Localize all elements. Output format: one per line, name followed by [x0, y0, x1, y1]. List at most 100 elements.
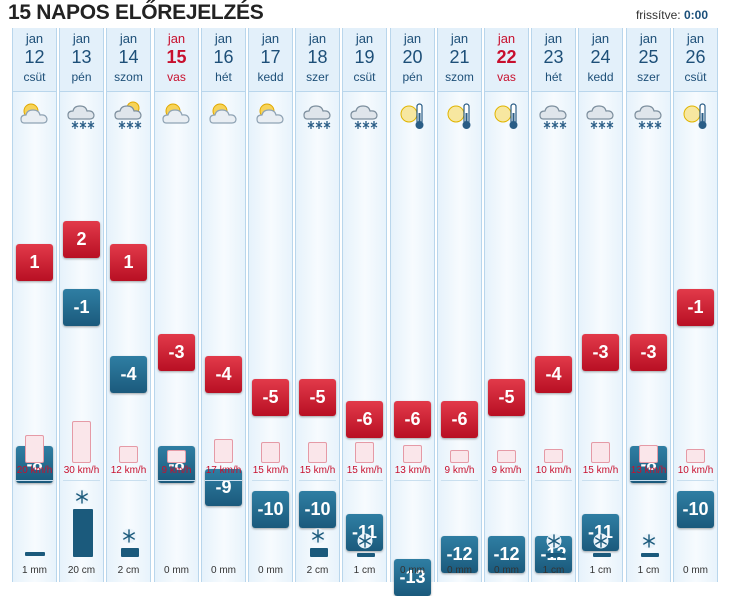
precip-label: 0 mm [400, 565, 425, 576]
day-number: 12 [24, 47, 45, 67]
precip-label: 2 cm [306, 565, 329, 576]
day-column[interactable]: jan 19 csüt -6 -11 15 km/h 1 cm [342, 28, 387, 582]
max-temp-badge: 2 [63, 221, 100, 258]
precip-divider [582, 480, 619, 481]
day-header: jan 24 kedd [579, 28, 622, 92]
day-month: jan [403, 31, 422, 46]
max-temp-badge: 1 [16, 243, 53, 281]
wind-bar [497, 450, 516, 463]
day-month: jan [25, 31, 44, 46]
day-header: jan 16 hét [202, 28, 245, 92]
cloud-snow-icon [65, 98, 99, 132]
sun-cold-icon [679, 98, 713, 132]
day-column[interactable]: jan 21 szom -6 -12 9 km/h 0 mm [437, 28, 482, 582]
wind-speed-label: 13 km/h [394, 465, 431, 476]
snowflake-icon [357, 533, 373, 549]
day-number: 19 [354, 47, 375, 67]
precip-label: 1 cm [353, 565, 376, 576]
precip-label: 1 cm [542, 565, 565, 576]
day-weekday: hét [215, 70, 232, 84]
snowflake-icon [121, 528, 137, 544]
precip-label: 0 mm [258, 565, 283, 576]
day-weekday: pén [402, 70, 423, 84]
precip-divider [63, 480, 100, 481]
precip-divider [252, 480, 289, 481]
day-column[interactable]: jan 20 pén -6 -13 13 km/h 0 mm [390, 28, 435, 596]
max-temp-badge: -6 [346, 401, 383, 438]
day-header: jan 17 kedd [249, 28, 292, 92]
day-header: jan 22 vas [485, 28, 528, 92]
day-weekday: hét [545, 70, 562, 84]
day-column[interactable]: jan 13 pén 2 -1 30 km/h 20 cm [59, 28, 104, 582]
max-temp-badge: -5 [488, 378, 525, 416]
precip-divider [488, 480, 525, 481]
precip-label: 0 mm [494, 565, 519, 576]
day-month: jan [355, 31, 374, 46]
precip-bar [356, 553, 375, 557]
day-weekday: szom [445, 70, 474, 84]
day-column[interactable]: jan 12 csüt 1 -8 20 km/h 1 mm [12, 28, 57, 582]
wind-speed-label: 12 km/h [110, 465, 147, 476]
precip-bar [640, 553, 659, 557]
precip-divider [205, 480, 242, 481]
precip-bar [309, 548, 328, 557]
wind-speed-label: 15 km/h [299, 465, 336, 476]
updated-label: frissítve: [635, 8, 681, 22]
min-temp-badge: -12 [441, 536, 478, 573]
day-number: 22 [496, 47, 517, 67]
snowflake-icon [74, 489, 90, 505]
day-column[interactable]: jan 15 vas -3 -8 9 km/h 0 mm [154, 28, 199, 582]
day-column[interactable]: jan 26 csüt -1 -10 10 km/h 0 mm [673, 28, 718, 582]
precip-label: 1 cm [637, 565, 660, 576]
cloud-snow-icon [632, 98, 666, 132]
precip-label: 2 cm [117, 565, 140, 576]
day-column[interactable]: jan 18 szer -5 -10 15 km/h 2 cm [295, 28, 340, 582]
wind-bar [686, 449, 705, 463]
max-temp-badge: -4 [205, 356, 242, 393]
wind-speed-label: 9 km/h [491, 465, 522, 476]
day-number: 13 [71, 47, 92, 67]
day-column[interactable]: jan 25 szer -3 -8 13 km/h 1 cm [626, 28, 671, 582]
sun-cold-icon [490, 98, 524, 132]
wind-bar [25, 435, 44, 463]
precip-bar [592, 553, 611, 557]
max-temp-badge: -3 [158, 333, 195, 371]
updated-value: 0:00 [683, 8, 708, 22]
snowflake-icon [310, 528, 326, 544]
day-header: jan 12 csüt [13, 28, 56, 92]
precip-divider [394, 480, 431, 481]
precip-divider [441, 480, 478, 481]
day-header: jan 14 szom [107, 28, 150, 92]
day-column[interactable]: jan 24 kedd -3 -11 15 km/h 1 cm [578, 28, 623, 582]
sun-cloud-icon [160, 98, 194, 132]
day-weekday: csüt [684, 70, 707, 84]
day-month: jan [686, 31, 705, 46]
day-column[interactable]: jan 16 hét -4 -9 17 km/h 0 mm [201, 28, 246, 582]
day-number: 24 [590, 47, 611, 67]
wind-speed-label: 9 km/h [444, 465, 475, 476]
precip-label: 0 mm [164, 565, 189, 576]
max-temp-badge: -4 [535, 356, 572, 393]
wind-bar [544, 449, 563, 463]
max-temp-badge: 1 [110, 243, 147, 281]
day-number: 21 [449, 47, 470, 67]
max-temp-badge: -5 [299, 378, 336, 416]
max-temp-badge: -6 [394, 401, 431, 438]
day-number: 25 [638, 47, 659, 67]
day-column[interactable]: jan 22 vas -5 -12 9 km/h 0 mm [484, 28, 529, 582]
day-number: 15 [166, 47, 187, 67]
day-weekday: csüt [23, 70, 46, 84]
max-temp-badge: -1 [677, 288, 714, 326]
precip-label: 0 mm [447, 565, 472, 576]
wind-bar [119, 446, 138, 463]
wind-bar [591, 442, 610, 463]
precip-divider [16, 480, 53, 481]
max-temp-badge: -3 [630, 333, 667, 371]
day-number: 14 [118, 47, 139, 67]
sun-cold-icon [443, 98, 477, 132]
day-column[interactable]: jan 14 szom 1 -4 12 km/h 2 cm [106, 28, 151, 582]
day-column[interactable]: jan 17 kedd -5 -10 15 km/h 0 mm [248, 28, 293, 582]
day-month: jan [214, 31, 233, 46]
day-header: jan 26 csüt [674, 28, 717, 92]
